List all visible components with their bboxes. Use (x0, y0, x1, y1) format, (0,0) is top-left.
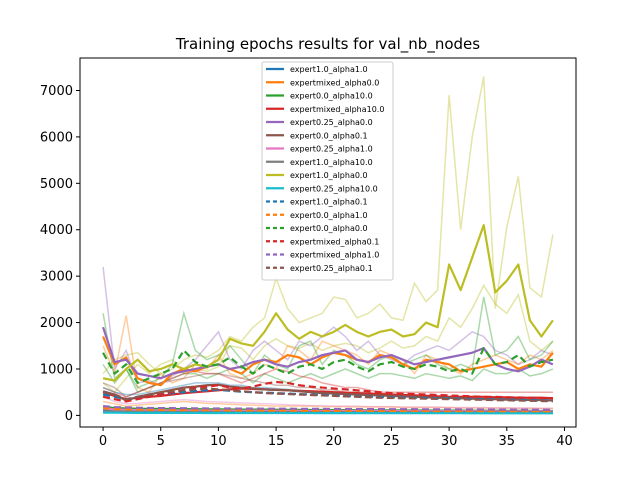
faint-series-line-9 (102, 400, 553, 410)
legend-label-expertmixed_alpha1.0: expertmixed_alpha1.0 (290, 251, 379, 260)
series-line-expert0.25_alpha10.0 (103, 411, 553, 415)
y-tick-label: 4000 (40, 223, 73, 238)
y-tick-label: 5000 (40, 177, 73, 192)
legend-label-expertmixed_alpha0.1: expertmixed_alpha0.1 (290, 237, 379, 246)
faint-series-line-4 (102, 296, 554, 389)
series-layer (102, 223, 554, 415)
x-tick-label: 25 (383, 434, 400, 449)
plot-frame (79, 57, 577, 428)
faint-series-line-6 (102, 368, 553, 398)
series-line-expertmixed_alpha0.1 (102, 380, 553, 403)
series-line-expert0.0_alpha0.0 (102, 346, 554, 385)
y-tick-label: 6000 (40, 130, 73, 145)
x-tick-label: 15 (268, 434, 285, 449)
chart-title: Training epochs results for val_nb_nodes (175, 35, 480, 54)
x-tick-label: 35 (499, 434, 516, 449)
legend-label-expert1.0_alpha0.1: expert1.0_alpha0.1 (290, 198, 368, 207)
legend-label-expert0.25_alpha0.1: expert0.25_alpha0.1 (290, 264, 373, 273)
legend-label-expert0.0_alpha10.0: expert0.0_alpha10.0 (290, 92, 373, 101)
series-line-expertmixed_alpha0.0 (102, 336, 554, 387)
x-axis: 0 5 10 15 20 25 30 35 40 (99, 427, 573, 449)
faint-series-line-5 (102, 363, 554, 394)
legend-label-expert1.0_alpha0.0: expert1.0_alpha0.0 (290, 171, 368, 180)
x-tick-label: 30 (441, 434, 458, 449)
y-tick-label: 2000 (40, 316, 73, 331)
legend-label-expert0.25_alpha10.0: expert0.25_alpha10.0 (290, 184, 378, 193)
legend-label-expertmixed_alpha10.0: expertmixed_alpha10.0 (290, 105, 384, 114)
legend-label-expert1.0_alpha10.0: expert1.0_alpha10.0 (290, 158, 373, 167)
legend-box (261, 61, 394, 281)
y-tick-label: 7000 (40, 84, 73, 99)
y-tick-label: 0 (65, 409, 73, 424)
legend-label-expert0.25_alpha0.0: expert0.25_alpha0.0 (290, 118, 373, 127)
x-tick-label: 40 (556, 434, 573, 449)
y-axis: 0 1000 2000 3000 4000 5000 6000 7000 (40, 84, 80, 424)
y-tick-label: 3000 (40, 270, 73, 285)
series-line-expertmixed_alpha1.0 (102, 405, 553, 411)
x-tick-label: 0 (99, 434, 107, 449)
legend-label-expert0.25_alpha1.0: expert0.25_alpha1.0 (290, 145, 373, 154)
y-tick-label: 1000 (40, 362, 73, 377)
legend-label-expert0.0_alpha0.1: expert0.0_alpha0.1 (290, 131, 368, 140)
series-line-expert0.25_alpha0.1 (102, 387, 553, 403)
series-line-expert1.0_alpha0.0 (102, 223, 554, 382)
series-line-expert0.0_alpha1.0 (102, 406, 553, 413)
legend-label-expertmixed_alpha0.0: expertmixed_alpha0.0 (290, 78, 379, 87)
faint-series-line-0 (102, 76, 554, 375)
series-line-expert0.25_alpha0.0 (102, 326, 554, 380)
x-tick-label: 10 (210, 434, 227, 449)
legend: expert1.0_alpha1.0 expertmixed_alpha0.0ex… (261, 61, 394, 281)
legend-label-expert1.0_alpha1.0: expert1.0_alpha1.0 (290, 65, 368, 74)
legend-label-expert0.0_alpha1.0: expert0.0_alpha1.0 (290, 211, 368, 220)
x-tick-label: 5 (157, 434, 165, 449)
x-tick-label: 20 (325, 434, 342, 449)
legend-label-expert0.0_alpha0.0: expert0.0_alpha0.0 (290, 224, 368, 233)
faint-series-line-10 (102, 396, 553, 410)
